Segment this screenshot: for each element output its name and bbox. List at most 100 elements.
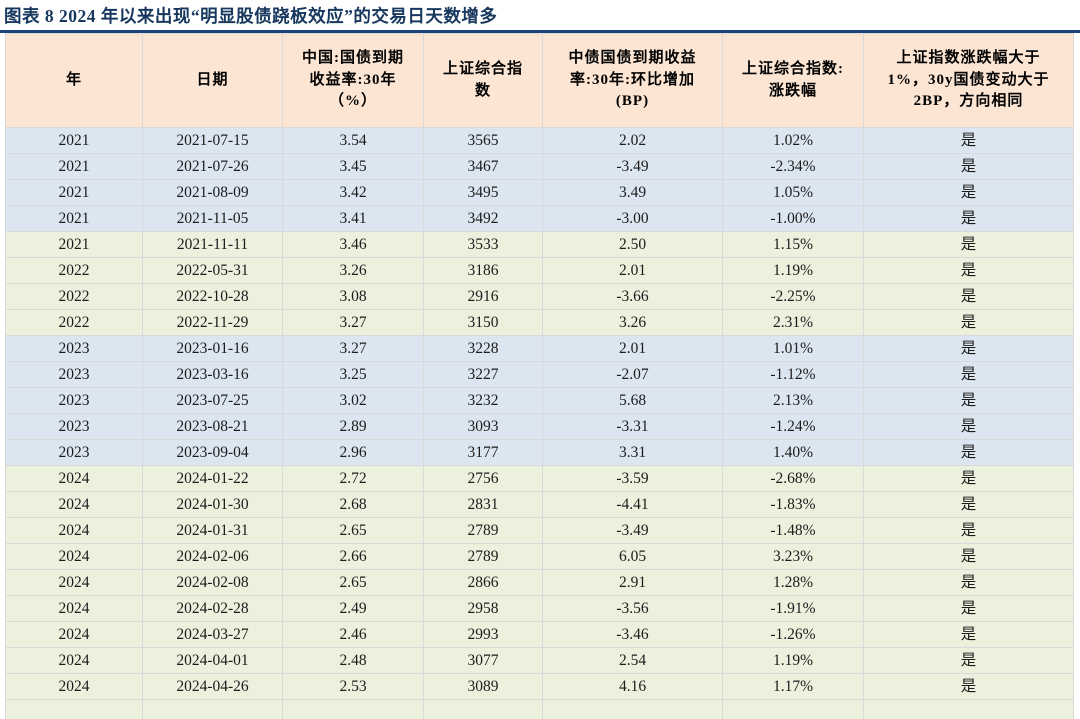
cell-yield-change-bp: -2.07	[542, 361, 723, 388]
cell-year: 2023	[5, 387, 143, 414]
header-row: 年 日期 中国:国债到期 收益率:30年 （%） 上证综合指 数 中债国债到期收…	[5, 33, 1074, 128]
partial-cell	[142, 699, 283, 719]
partial-cell	[542, 699, 723, 719]
cell-seesaw-flag: 是	[863, 413, 1074, 440]
cell-yield-change-bp: -4.41	[542, 491, 723, 518]
cell-year: 2024	[5, 517, 143, 544]
title-rule	[0, 30, 1080, 33]
cell-yield-change-bp: 3.31	[542, 439, 723, 466]
table-row: 2021 2021-11-05 3.41 3492 -3.00 -1.00% 是	[5, 205, 1074, 232]
cell-year: 2022	[5, 283, 143, 310]
cell-year: 2021	[5, 153, 143, 180]
cell-treasury-yield-30y: 3.42	[282, 179, 424, 206]
cell-date: 2024-01-31	[142, 517, 283, 544]
cell-year: 2021	[5, 127, 143, 154]
partial-cell	[282, 699, 424, 719]
cell-seesaw-flag: 是	[863, 205, 1074, 232]
cell-seesaw-flag: 是	[863, 517, 1074, 544]
cell-date: 2023-03-16	[142, 361, 283, 388]
cell-yield-change-bp: 3.49	[542, 179, 723, 206]
cell-sse-pct-change: 1.02%	[722, 127, 864, 154]
cell-yield-change-bp: -3.31	[542, 413, 723, 440]
cell-seesaw-flag: 是	[863, 127, 1074, 154]
cell-sse-composite-index: 2916	[423, 283, 543, 310]
cell-date: 2022-11-29	[142, 309, 283, 336]
table-row: 2022 2022-10-28 3.08 2916 -3.66 -2.25% 是	[5, 283, 1074, 310]
cell-treasury-yield-30y: 3.46	[282, 231, 424, 258]
table-row: 2024 2024-03-27 2.46 2993 -3.46 -1.26% 是	[5, 621, 1074, 648]
header-year: 年	[5, 33, 143, 128]
cell-sse-pct-change: -2.25%	[722, 283, 864, 310]
cell-year: 2021	[5, 231, 143, 258]
cell-treasury-yield-30y: 3.26	[282, 257, 424, 284]
cell-sse-pct-change: 1.15%	[722, 231, 864, 258]
cell-sse-pct-change: 2.13%	[722, 387, 864, 414]
header-sse-pct-change: 上证综合指数: 涨跌幅	[722, 33, 864, 128]
cell-seesaw-flag: 是	[863, 309, 1074, 336]
header-seesaw-condition: 上证指数涨跌幅大于 1%，30y国债变动大于 2BP，方向相同	[863, 33, 1074, 128]
cell-date: 2024-02-08	[142, 569, 283, 596]
cell-sse-pct-change: -2.34%	[722, 153, 864, 180]
cell-year: 2024	[5, 543, 143, 570]
cell-yield-change-bp: -3.49	[542, 153, 723, 180]
cell-yield-change-bp: 2.50	[542, 231, 723, 258]
partial-cell	[423, 699, 543, 719]
cell-sse-pct-change: -1.26%	[722, 621, 864, 648]
cell-year: 2022	[5, 309, 143, 336]
cell-sse-composite-index: 3232	[423, 387, 543, 414]
cell-year: 2023	[5, 335, 143, 362]
cell-date: 2023-07-25	[142, 387, 283, 414]
table-row: 2021 2021-07-26 3.45 3467 -3.49 -2.34% 是	[5, 153, 1074, 180]
cell-sse-pct-change: -1.00%	[722, 205, 864, 232]
data-table: 年 日期 中国:国债到期 收益率:30年 （%） 上证综合指 数 中债国债到期收…	[5, 33, 1074, 719]
cell-sse-composite-index: 2831	[423, 491, 543, 518]
cell-seesaw-flag: 是	[863, 673, 1074, 700]
table-row: 2021 2021-07-15 3.54 3565 2.02 1.02% 是	[5, 127, 1074, 154]
cell-sse-composite-index: 3177	[423, 439, 543, 466]
table-row: 2023 2023-09-04 2.96 3177 3.31 1.40% 是	[5, 439, 1074, 466]
cell-date: 2024-02-06	[142, 543, 283, 570]
cell-treasury-yield-30y: 2.46	[282, 621, 424, 648]
cell-sse-pct-change: -1.83%	[722, 491, 864, 518]
cell-seesaw-flag: 是	[863, 153, 1074, 180]
cell-year: 2024	[5, 647, 143, 674]
cell-seesaw-flag: 是	[863, 179, 1074, 206]
table-row: 2021 2021-08-09 3.42 3495 3.49 1.05% 是	[5, 179, 1074, 206]
partial-cell	[863, 699, 1074, 719]
cell-yield-change-bp: 5.68	[542, 387, 723, 414]
cell-date: 2021-07-26	[142, 153, 283, 180]
cell-yield-change-bp: 6.05	[542, 543, 723, 570]
cell-treasury-yield-30y: 3.27	[282, 309, 424, 336]
table-row: 2024 2024-01-30 2.68 2831 -4.41 -1.83% 是	[5, 491, 1074, 518]
cell-seesaw-flag: 是	[863, 647, 1074, 674]
cell-year: 2023	[5, 413, 143, 440]
cell-treasury-yield-30y: 2.53	[282, 673, 424, 700]
cell-yield-change-bp: -3.59	[542, 465, 723, 492]
cell-seesaw-flag: 是	[863, 387, 1074, 414]
cell-yield-change-bp: 2.54	[542, 647, 723, 674]
cell-treasury-yield-30y: 2.65	[282, 517, 424, 544]
cell-seesaw-flag: 是	[863, 283, 1074, 310]
cell-year: 2023	[5, 361, 143, 388]
table-row: 2024 2024-02-28 2.49 2958 -3.56 -1.91% 是	[5, 595, 1074, 622]
cell-date: 2021-07-15	[142, 127, 283, 154]
cell-sse-composite-index: 3186	[423, 257, 543, 284]
cell-sse-pct-change: 1.17%	[722, 673, 864, 700]
header-sse-composite-index: 上证综合指 数	[423, 33, 543, 128]
cell-yield-change-bp: 3.26	[542, 309, 723, 336]
table-row: 2023 2023-07-25 3.02 3232 5.68 2.13% 是	[5, 387, 1074, 414]
cell-yield-change-bp: 2.01	[542, 335, 723, 362]
cell-sse-pct-change: 2.31%	[722, 309, 864, 336]
cell-year: 2021	[5, 179, 143, 206]
cell-seesaw-flag: 是	[863, 621, 1074, 648]
table-row: 2024 2024-04-26 2.53 3089 4.16 1.17% 是	[5, 673, 1074, 700]
cell-sse-composite-index: 3150	[423, 309, 543, 336]
cell-sse-composite-index: 2993	[423, 621, 543, 648]
cell-year: 2024	[5, 621, 143, 648]
cell-sse-composite-index: 3565	[423, 127, 543, 154]
cell-sse-composite-index: 3495	[423, 179, 543, 206]
cell-sse-composite-index: 2866	[423, 569, 543, 596]
table-row: 2022 2022-11-29 3.27 3150 3.26 2.31% 是	[5, 309, 1074, 336]
table-row: 2024 2024-01-22 2.72 2756 -3.59 -2.68% 是	[5, 465, 1074, 492]
